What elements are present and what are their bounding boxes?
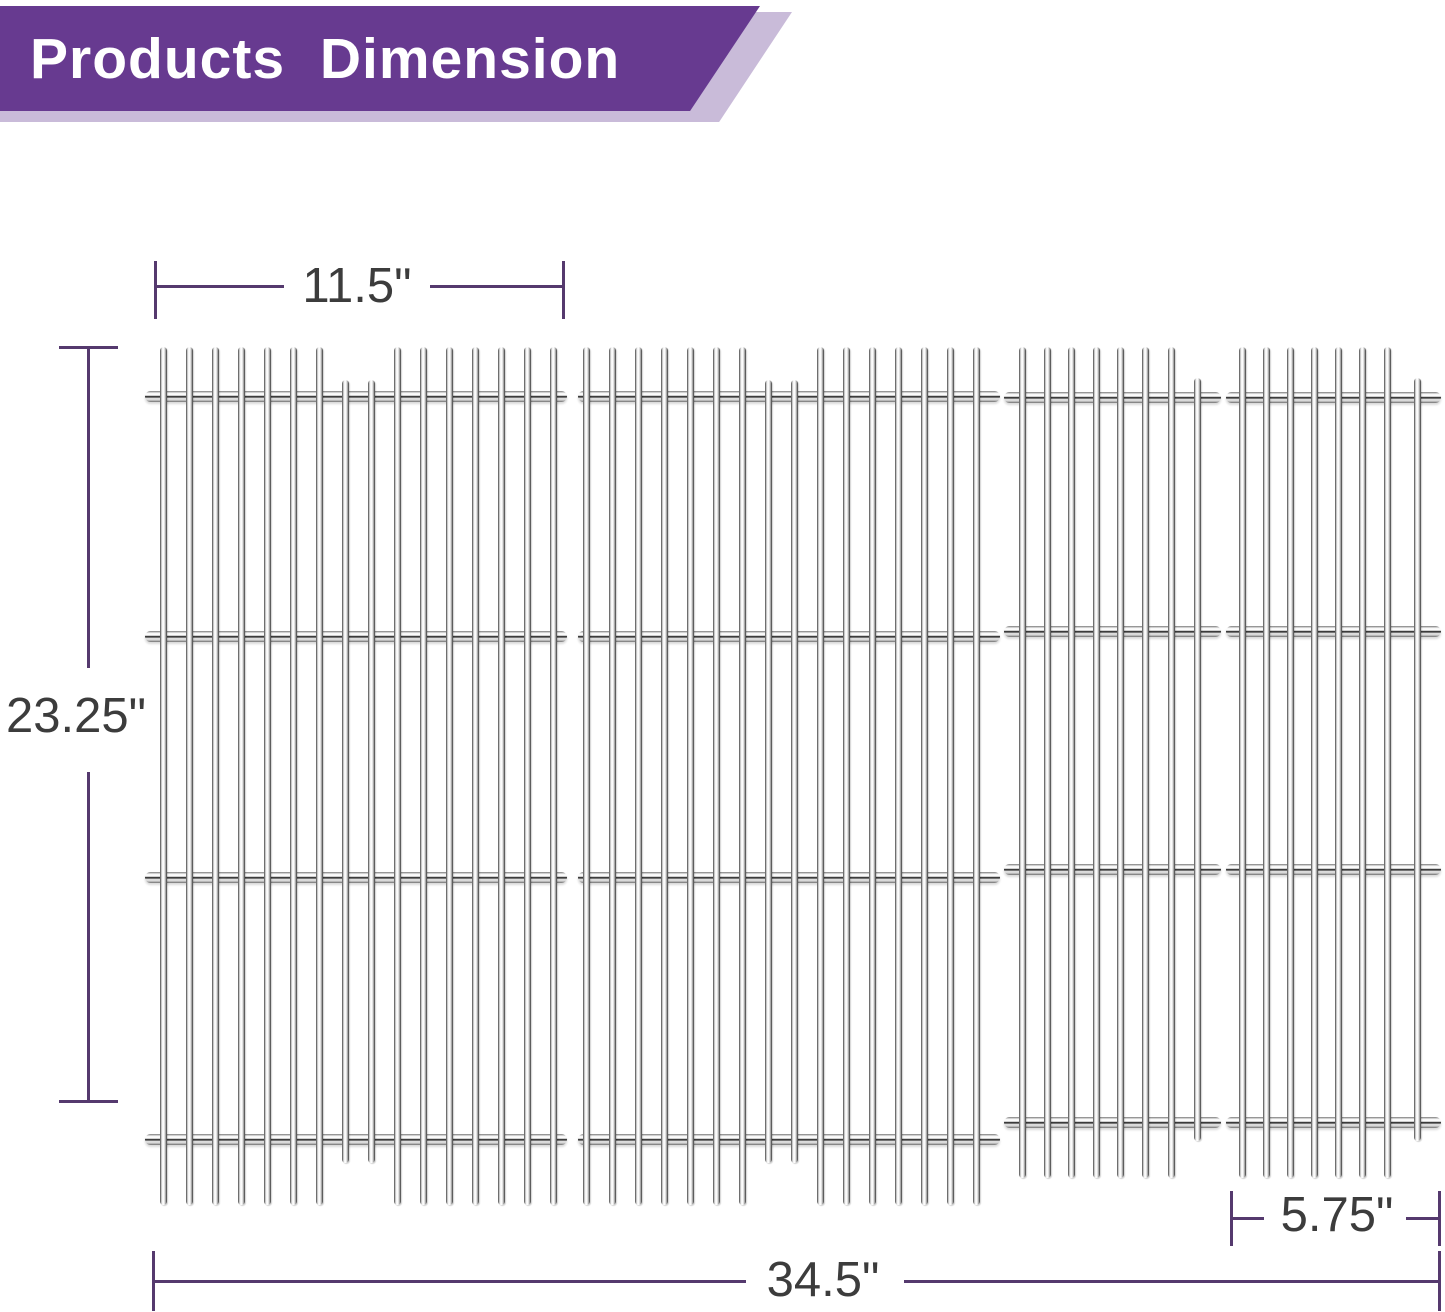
- dim-tick-panel4-width: [1230, 1191, 1233, 1246]
- panel-2-crossbar: [578, 391, 1000, 402]
- dimension-label-total-width: 34.5": [766, 1253, 880, 1307]
- panel-2-rod: [920, 347, 928, 1205]
- panel-3-rod: [1018, 347, 1026, 1178]
- panel-2-rod: [660, 347, 668, 1205]
- panel-1-rod: [289, 347, 297, 1205]
- panel-1-rod: [315, 347, 323, 1205]
- dim-line-grate-height: [87, 772, 90, 1103]
- banner: Products Dimension: [0, 6, 760, 111]
- panel-2-crossbar: [578, 872, 1000, 883]
- panel-2-rod: [634, 347, 642, 1205]
- panel-1-rod: [549, 347, 557, 1205]
- panel-1-rod: [471, 347, 479, 1205]
- panel-3-rod: [1043, 347, 1051, 1178]
- panel-2-rod: [946, 347, 954, 1205]
- panel-4-rod: [1413, 378, 1421, 1141]
- panel-4-rod: [1310, 347, 1318, 1178]
- panel-1-crossbar: [145, 391, 567, 402]
- panel-3-crossbar: [1004, 1117, 1221, 1128]
- panel-3-rod: [1167, 347, 1175, 1178]
- panel-2-rod: [608, 347, 616, 1205]
- panel-1-rod: [367, 380, 375, 1163]
- panel-3-rod: [1067, 347, 1075, 1178]
- dim-tick-panel1-width: [154, 261, 157, 319]
- panel-1-crossbar: [145, 872, 567, 883]
- dim-line-panel4-width: [1406, 1217, 1441, 1220]
- dim-line-grate-height: [87, 347, 90, 668]
- panel-2-rod: [738, 347, 746, 1205]
- panel-4-rod: [1238, 347, 1246, 1178]
- panel-2-rod: [686, 347, 694, 1205]
- panel-1-rod: [159, 347, 167, 1205]
- panel-3-rod: [1092, 347, 1100, 1178]
- dim-tick-grate-height: [59, 346, 118, 349]
- panel-4-crossbar: [1226, 392, 1441, 403]
- panel-1-rod: [523, 347, 531, 1205]
- panel-1-rod: [497, 347, 505, 1205]
- dim-line-panel1-width: [430, 285, 564, 288]
- dim-line-total-width: [153, 1280, 746, 1283]
- panel-1-rod: [211, 347, 219, 1205]
- panel-2-rod: [894, 347, 902, 1205]
- panel-3-rod: [1141, 347, 1149, 1178]
- panel-1-rod: [393, 347, 401, 1205]
- dimension-label-grate-height: 23.25": [5, 689, 147, 743]
- panel-4-crossbar: [1226, 864, 1441, 875]
- panel-1-rod: [419, 347, 427, 1205]
- panel-4-rod: [1262, 347, 1270, 1178]
- panel-4-rod: [1383, 347, 1391, 1178]
- panel-4-rod: [1358, 347, 1366, 1178]
- dim-tick-total-width: [1438, 1251, 1441, 1311]
- panel-2-crossbar: [578, 631, 1000, 642]
- panel-1-rod: [237, 347, 245, 1205]
- panel-4-rod: [1334, 347, 1342, 1178]
- dim-line-panel1-width: [155, 285, 284, 288]
- panel-2-rod: [764, 380, 772, 1163]
- panel-4-crossbar: [1226, 1117, 1441, 1128]
- panel-2-rod: [816, 347, 824, 1205]
- panel-2-rod: [790, 380, 798, 1163]
- panel-1-rod: [185, 347, 193, 1205]
- panel-2-rod: [868, 347, 876, 1205]
- dim-tick-grate-height: [59, 1100, 118, 1103]
- panel-2-rod: [972, 347, 980, 1205]
- panel-1-rod: [341, 380, 349, 1163]
- dim-tick-panel1-width: [562, 261, 565, 319]
- panel-2-rod: [842, 347, 850, 1205]
- panel-3-rod: [1116, 347, 1124, 1178]
- panel-4-rod: [1286, 347, 1294, 1178]
- panel-3-crossbar: [1004, 626, 1221, 637]
- dim-tick-panel4-width: [1438, 1191, 1441, 1246]
- dim-line-total-width: [904, 1280, 1440, 1283]
- page-title: Products Dimension: [30, 26, 621, 91]
- panel-1-rod: [263, 347, 271, 1205]
- dimension-label-panel1-width: 11.5": [302, 259, 412, 313]
- panel-4-crossbar: [1226, 626, 1441, 637]
- dim-tick-total-width: [152, 1251, 155, 1311]
- panel-1-rod: [445, 347, 453, 1205]
- panel-3-crossbar: [1004, 392, 1221, 403]
- panel-3-rod: [1193, 378, 1201, 1141]
- panel-2-crossbar: [578, 1134, 1000, 1145]
- panel-3-crossbar: [1004, 864, 1221, 875]
- dim-line-panel4-width: [1231, 1217, 1264, 1220]
- panel-2-rod: [582, 347, 590, 1205]
- dimension-label-panel4-width: 5.75": [1280, 1188, 1394, 1242]
- panel-1-crossbar: [145, 631, 567, 642]
- panel-2-rod: [712, 347, 720, 1205]
- panel-1-crossbar: [145, 1134, 567, 1145]
